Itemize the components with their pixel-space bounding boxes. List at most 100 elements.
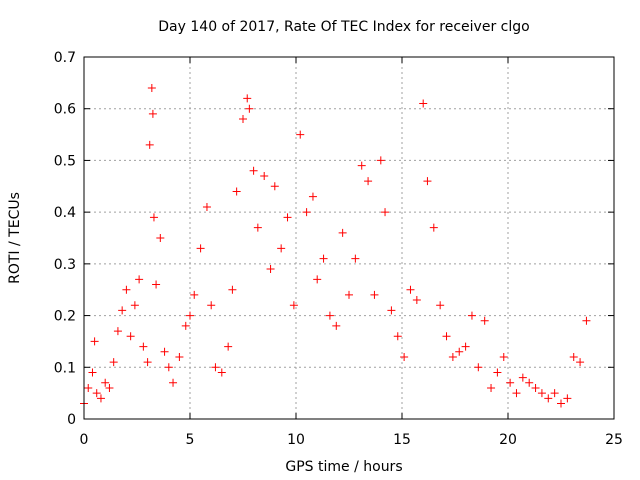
data-point (270, 182, 279, 191)
data-point (169, 378, 178, 387)
data-point (260, 171, 269, 180)
data-point (569, 352, 578, 361)
data-point (345, 290, 353, 299)
y-tick-label: 0.1 (54, 360, 76, 376)
data-point (436, 301, 445, 310)
data-point (467, 311, 476, 320)
data-point (429, 223, 438, 232)
data-point (113, 327, 122, 336)
data-point (105, 383, 114, 392)
data-point (319, 254, 328, 263)
data-point (364, 177, 373, 186)
data-point (400, 352, 409, 361)
data-point (283, 213, 292, 222)
data-point (480, 316, 489, 325)
data-point (461, 342, 470, 351)
data-point (130, 301, 139, 310)
x-tick-label: 5 (186, 432, 195, 448)
data-point (518, 373, 527, 382)
data-point (196, 244, 205, 253)
data-point (207, 301, 216, 310)
data-point (109, 358, 118, 367)
data-point (228, 285, 237, 294)
y-axis-label: ROTI / TECUs (7, 192, 23, 284)
plot-frame (83, 56, 615, 420)
data-point (576, 358, 585, 367)
y-tick-label: 0.7 (54, 50, 76, 66)
data-point (217, 368, 226, 377)
y-tick-label: 0.4 (54, 205, 76, 221)
data-point (253, 223, 262, 232)
data-point (332, 321, 341, 330)
data-point (351, 254, 360, 263)
x-axis-label: GPS time / hours (285, 459, 402, 475)
data-point (249, 166, 258, 175)
data-point (84, 383, 93, 392)
chart-title: Day 140 of 2017, Rate Of TEC Index for r… (158, 19, 529, 35)
data-point (493, 368, 502, 377)
data-point (101, 378, 110, 387)
data-point (423, 177, 432, 186)
data-point (90, 337, 99, 346)
data-point (243, 94, 252, 103)
data-point (266, 265, 275, 274)
points-layer (80, 84, 591, 408)
data-point (211, 363, 220, 372)
data-point (224, 342, 233, 351)
ticks-layer: 0 5 10 15 20 25 0 0.1 0.2 0.3 0.4 0.5 0.6 0.7 (54, 50, 623, 448)
data-point (370, 290, 379, 299)
data-point (160, 347, 169, 356)
data-point (92, 389, 101, 398)
data-point (126, 332, 135, 341)
data-point (148, 109, 157, 118)
data-point (313, 275, 322, 284)
data-point (525, 378, 534, 387)
data-point (152, 280, 161, 289)
data-point (499, 352, 508, 361)
grid-layer (84, 57, 614, 419)
data-point (544, 394, 553, 403)
y-tick-label: 0.3 (54, 257, 76, 273)
data-point (550, 389, 559, 398)
data-point (557, 399, 565, 408)
data-point (202, 202, 211, 211)
data-point (164, 363, 173, 372)
data-point (135, 275, 144, 284)
data-point (474, 363, 483, 372)
x-tick-label: 20 (499, 432, 517, 448)
data-point (122, 285, 131, 294)
data-point (412, 296, 421, 305)
data-point (357, 161, 366, 170)
y-tick-label: 0.5 (54, 153, 76, 169)
data-point (455, 347, 464, 356)
data-point (296, 130, 305, 139)
data-point (387, 306, 396, 315)
data-point (186, 311, 194, 320)
data-point (96, 394, 105, 403)
x-tick-label: 25 (605, 432, 623, 448)
data-point (147, 84, 156, 93)
data-point (88, 368, 97, 377)
y-tick-label: 0 (67, 412, 76, 428)
data-point (190, 290, 199, 299)
data-point (118, 306, 127, 315)
data-point (325, 311, 334, 320)
data-point (232, 187, 241, 196)
data-point (145, 140, 154, 149)
data-point (338, 228, 347, 237)
data-point (245, 104, 254, 113)
data-point (442, 332, 451, 341)
data-point (582, 316, 591, 325)
y-tick-label: 0.2 (54, 309, 76, 325)
data-point (302, 208, 311, 217)
x-tick-label: 15 (393, 432, 411, 448)
x-tick-label: 10 (287, 432, 305, 448)
data-point (537, 389, 546, 398)
data-point (239, 115, 247, 124)
data-point (419, 99, 428, 108)
data-point (393, 332, 402, 341)
data-point (181, 321, 190, 330)
data-point (139, 342, 148, 351)
data-point (277, 244, 286, 253)
